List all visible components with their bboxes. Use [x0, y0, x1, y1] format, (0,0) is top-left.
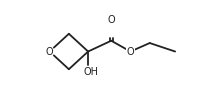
Text: O: O — [107, 15, 115, 25]
Text: OH: OH — [84, 67, 99, 76]
Text: O: O — [46, 47, 53, 57]
Text: O: O — [127, 47, 134, 57]
